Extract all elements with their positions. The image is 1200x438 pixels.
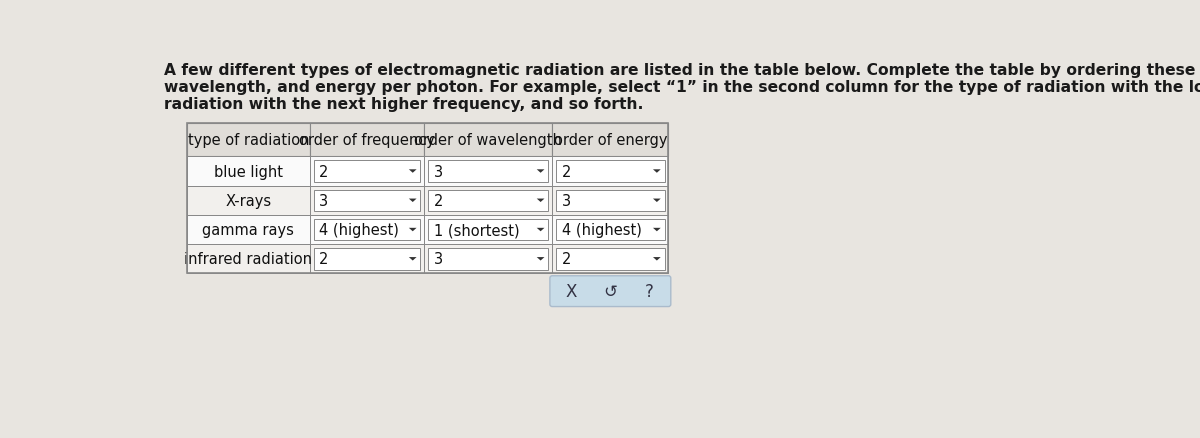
Text: type of radiation: type of radiation [187,133,310,148]
Bar [187,215,310,244]
Bar [428,248,548,270]
Polygon shape [536,170,545,173]
Text: X-rays: X-rays [226,193,271,208]
Text: 2: 2 [319,164,329,179]
Bar [313,248,420,270]
Polygon shape [409,258,416,261]
Bar [313,219,420,241]
Bar [428,161,548,182]
Polygon shape [653,258,661,261]
Bar [187,123,668,274]
Bar [310,186,425,215]
Bar [187,157,310,186]
Bar [556,190,665,212]
Bar [428,219,548,241]
FancyBboxPatch shape [550,276,671,307]
Bar [425,157,552,186]
Polygon shape [653,170,661,173]
Polygon shape [409,199,416,202]
Text: order of energy: order of energy [553,133,667,148]
Text: 3: 3 [319,193,328,208]
Polygon shape [653,228,661,232]
Bar [552,215,668,244]
Bar [313,161,420,182]
Bar [552,157,668,186]
Text: 2: 2 [562,252,571,267]
Polygon shape [536,228,545,232]
Text: 2: 2 [562,164,571,179]
Bar [310,244,425,274]
Bar [556,161,665,182]
Text: gamma rays: gamma rays [203,223,294,237]
Polygon shape [409,228,416,232]
Text: 4 (highest): 4 (highest) [562,223,642,237]
Bar [556,248,665,270]
Text: radiation with the next higher frequency, and so forth.: radiation with the next higher frequency… [164,97,643,112]
Bar [552,123,668,157]
Bar [425,244,552,274]
Bar [428,190,548,212]
Text: 3: 3 [562,193,571,208]
Text: blue light: blue light [214,164,283,179]
Polygon shape [536,199,545,202]
Polygon shape [409,170,416,173]
Polygon shape [536,258,545,261]
Bar [425,123,552,157]
Bar [310,123,425,157]
Text: 2: 2 [433,193,443,208]
Bar [310,157,425,186]
Bar [187,244,310,274]
Bar [552,186,668,215]
Bar [313,190,420,212]
Text: order of wavelength: order of wavelength [414,133,563,148]
Text: 1 (shortest): 1 (shortest) [433,223,520,237]
Polygon shape [653,199,661,202]
Bar [310,215,425,244]
Text: X: X [566,283,577,300]
Text: A few different types of electromagnetic radiation are listed in the table below: A few different types of electromagnetic… [164,64,1200,78]
Bar [187,123,310,157]
Text: 2: 2 [319,252,329,267]
Text: 3: 3 [433,164,443,179]
Text: wavelength, and energy per photon. For example, select “1” in the second column : wavelength, and energy per photon. For e… [164,80,1200,95]
Bar [425,186,552,215]
Text: infrared radiation: infrared radiation [185,252,312,267]
Text: order of frequency: order of frequency [299,133,434,148]
Bar [425,215,552,244]
Text: 3: 3 [433,252,443,267]
Bar [556,219,665,241]
Text: 4 (highest): 4 (highest) [319,223,398,237]
Text: ↺: ↺ [604,283,617,300]
Text: ?: ? [644,283,654,300]
Bar [187,186,310,215]
Bar [552,244,668,274]
